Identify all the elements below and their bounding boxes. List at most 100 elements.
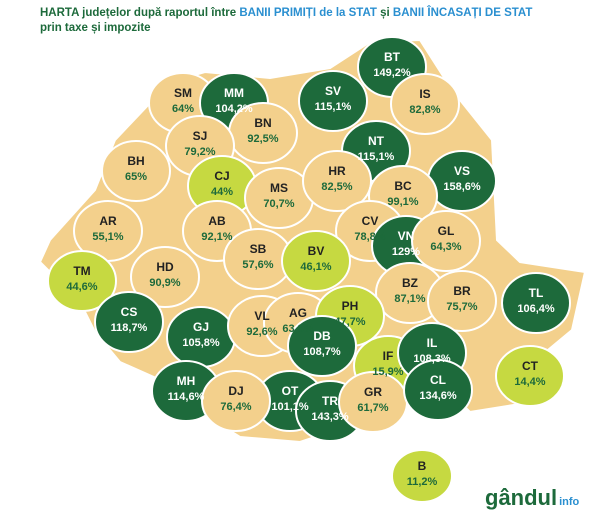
county-value: 129%	[392, 246, 420, 258]
county-code: CV	[362, 214, 379, 228]
county-value: 118,7%	[111, 322, 148, 334]
county	[201, 370, 271, 432]
county-value: 55,1%	[92, 231, 123, 243]
county	[427, 270, 497, 332]
county-value: 78,8%	[354, 231, 385, 243]
county-code: GL	[438, 224, 455, 238]
county-value: 15,9%	[372, 366, 403, 378]
title-part: HARTA județelor după raportul între	[40, 7, 239, 19]
logo-suffix: info	[559, 496, 579, 508]
county-value: 90,9%	[149, 277, 180, 289]
title: HARTA județelor după raportul între BANI…	[40, 6, 532, 19]
county-code: BC	[394, 179, 412, 193]
county-value: 101,1%	[271, 401, 309, 413]
county-code: MM	[224, 86, 244, 100]
county-value: 61,7%	[357, 402, 388, 414]
county	[391, 449, 453, 503]
county-value: 44%	[211, 186, 233, 198]
county-code: TM	[73, 264, 90, 278]
counties	[47, 36, 571, 503]
county-code: CT	[522, 359, 539, 373]
title-part: BANII ÎNCASAȚI DE STAT	[393, 6, 533, 19]
county-value: 47,7%	[334, 316, 365, 328]
county-code: DB	[313, 329, 331, 343]
county-value: 108,3%	[413, 353, 451, 365]
county-code: SV	[325, 84, 341, 98]
county	[94, 291, 164, 353]
county-value: 87,1%	[394, 293, 425, 305]
county-value: 114,6%	[168, 391, 205, 403]
county-code: VN	[398, 229, 415, 243]
county-code: HD	[156, 260, 174, 274]
county-value: 149,2%	[373, 67, 411, 79]
county	[302, 150, 372, 212]
county-code: VS	[454, 164, 470, 178]
county-value: 75,7%	[446, 301, 477, 313]
county-code: VL	[254, 309, 269, 323]
county-code: SB	[250, 242, 267, 256]
county-value: 63,3%	[282, 323, 313, 335]
county-value: 92,5%	[247, 133, 278, 145]
county	[403, 359, 473, 421]
county	[130, 246, 200, 308]
county	[298, 70, 368, 132]
county-value: 92,6%	[246, 326, 277, 338]
county-code: HR	[328, 164, 346, 178]
logo: gândul info	[485, 485, 580, 510]
county-code: CL	[430, 373, 446, 387]
county-value: 14,4%	[514, 376, 545, 388]
county-code: MS	[270, 181, 288, 195]
county-value: 11,2%	[407, 476, 438, 488]
county-value: 104,2%	[215, 103, 253, 115]
county-code: MH	[177, 374, 196, 388]
county-code: CS	[121, 305, 138, 319]
county	[47, 250, 117, 312]
county-code: BH	[127, 154, 144, 168]
county-value: 70,7%	[263, 198, 294, 210]
county-value: 44,6%	[66, 281, 97, 293]
county-value: 115,1%	[358, 151, 395, 163]
county-value: 82,8%	[409, 104, 440, 116]
county-value: 158,6%	[443, 181, 481, 193]
county-code: BZ	[402, 276, 418, 290]
county-code: B	[418, 459, 427, 473]
county-value: 143,3%	[311, 411, 349, 423]
county-code: IF	[383, 349, 394, 363]
county-code: GJ	[193, 320, 209, 334]
county-value: 64,3%	[430, 241, 461, 253]
county-value: 64%	[172, 103, 194, 115]
county-value: 105,8%	[182, 337, 220, 349]
county-value: 65%	[125, 171, 147, 183]
county-value: 99,1%	[387, 196, 418, 208]
county-value: 82,5%	[321, 181, 352, 193]
county-code: AR	[99, 214, 117, 228]
county	[101, 140, 171, 202]
county-value: 115,1%	[315, 101, 352, 113]
county	[501, 272, 571, 334]
county	[281, 230, 351, 292]
county-code: BR	[453, 284, 471, 298]
county	[390, 73, 460, 135]
county-value: 106,4%	[517, 303, 555, 315]
county-code: DJ	[228, 384, 243, 398]
county-code: IL	[427, 336, 438, 350]
county-code: PH	[342, 299, 359, 313]
county-code: SM	[174, 86, 192, 100]
county-code: TR	[322, 394, 338, 408]
county-value: 92,1%	[201, 231, 232, 243]
county-value: 57,6%	[242, 259, 273, 271]
county-value: 108,7%	[303, 346, 341, 358]
county-code: SJ	[193, 129, 208, 143]
labels: SM 64% MM 104,2% SV 115,1% BT 149,2% IS 82,8% BN 92…	[66, 50, 554, 488]
county	[495, 345, 565, 407]
county-code: NT	[368, 134, 385, 148]
county	[411, 210, 481, 272]
title-part: și	[377, 7, 393, 19]
county-code: BN	[254, 116, 271, 130]
county	[287, 315, 357, 377]
county-value: 46,1%	[300, 261, 331, 273]
county-code: IS	[419, 87, 430, 101]
county-code: GR	[364, 385, 382, 399]
title-part: BANII PRIMIȚI de la STAT	[239, 7, 377, 19]
